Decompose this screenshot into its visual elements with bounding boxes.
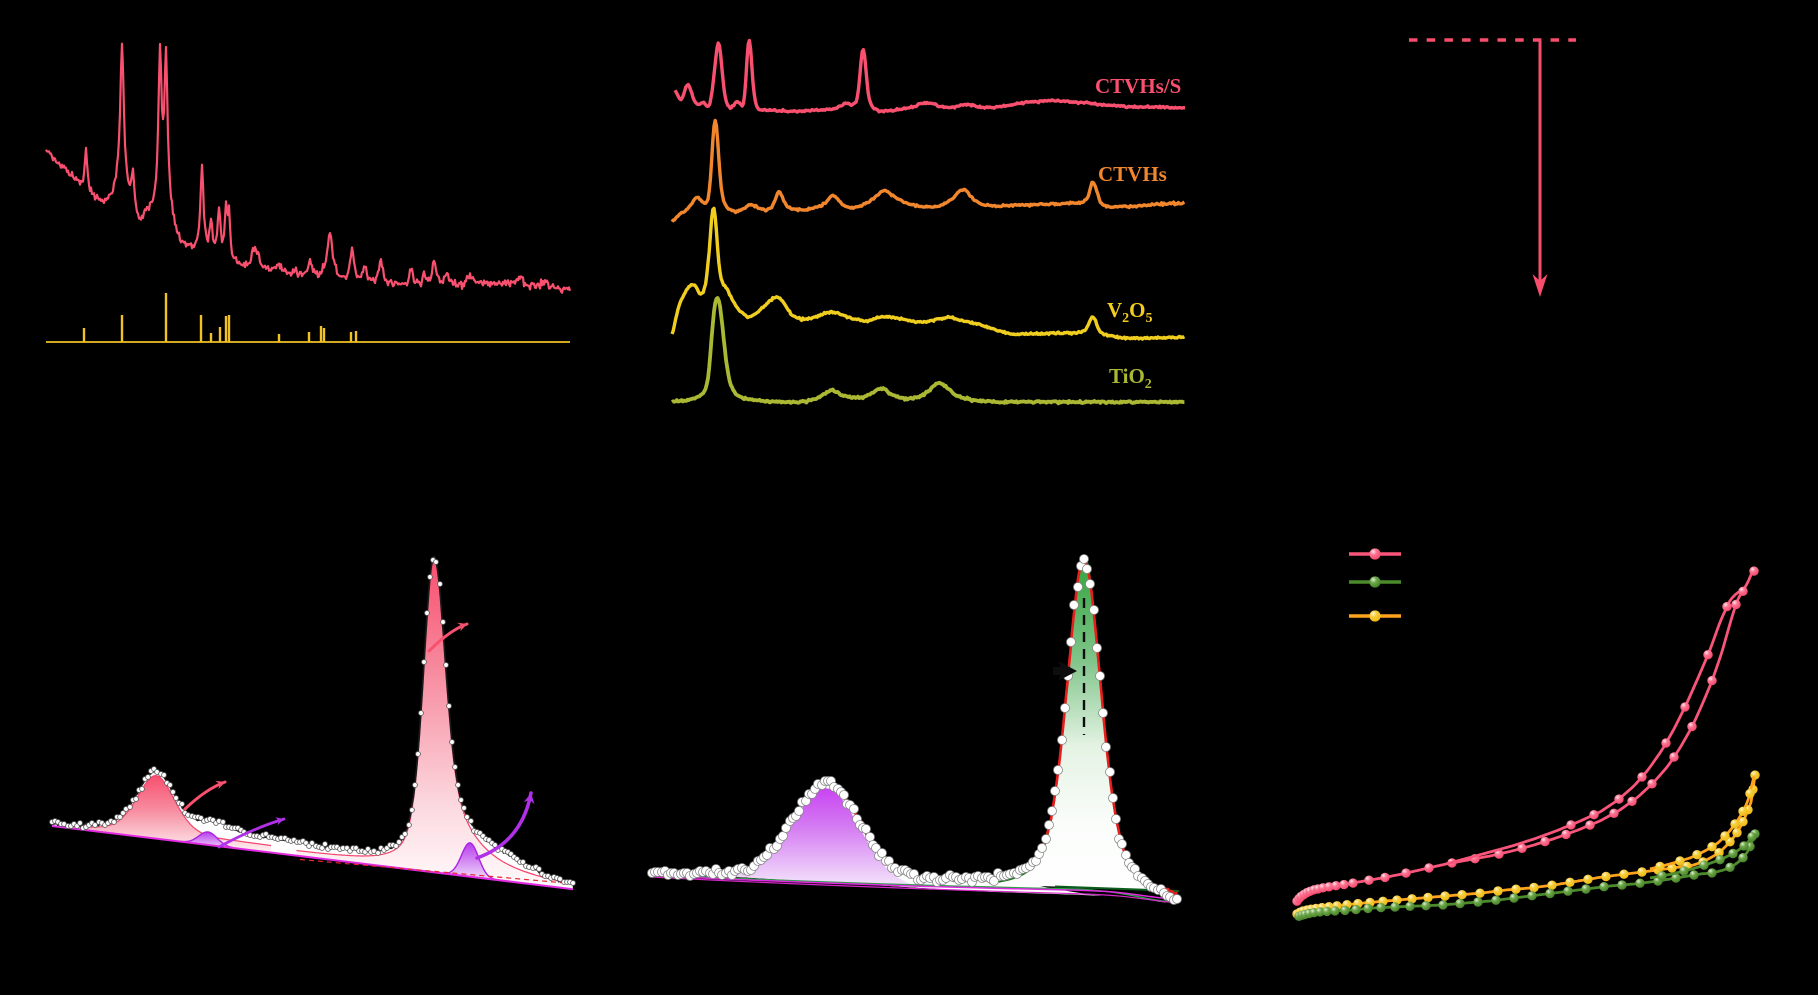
svg-text:V2O5: V2O5 xyxy=(1107,298,1153,326)
svg-text:CTVHs: CTVHs xyxy=(1098,162,1167,186)
svg-text:TiO2: TiO2 xyxy=(1109,364,1152,392)
svg-text:CTVHs/S: CTVHs/S xyxy=(1095,74,1181,98)
